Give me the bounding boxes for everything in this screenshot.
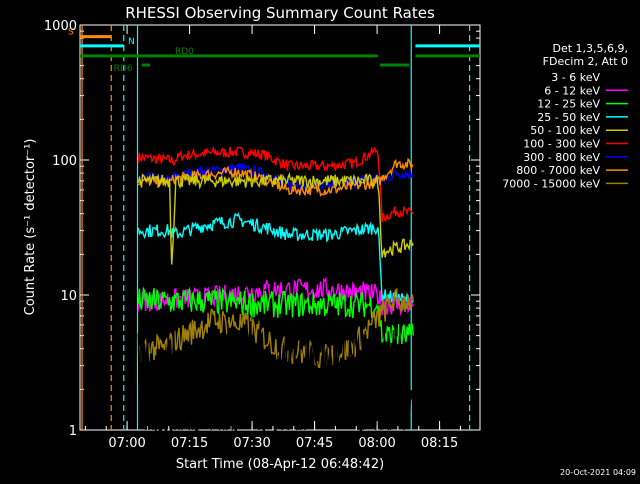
legend-label: 7000 - 15000 keV <box>502 177 600 190</box>
y-tick-label: 100 <box>52 154 77 169</box>
series-line <box>137 171 414 265</box>
legend-header: Det 1,3,5,6,9, <box>552 42 628 55</box>
series-line <box>137 145 414 223</box>
series-line <box>137 212 414 308</box>
y-tick-label: 1 <box>69 424 77 439</box>
series-line <box>137 286 414 349</box>
x-tick-label: 07:30 <box>233 436 270 451</box>
y-tick-label: 10 <box>60 289 77 304</box>
series-line <box>137 287 414 369</box>
x-tick-label: 08:15 <box>421 436 458 451</box>
status-label: RD6 <box>114 64 133 74</box>
x-tick-label: 07:15 <box>171 436 208 451</box>
x-tick-label: 08:00 <box>358 436 395 451</box>
legend-label: 25 - 50 keV <box>537 111 600 124</box>
x-axis-label: Start Time (08-Apr-12 06:48:42) <box>176 457 384 472</box>
status-label: RD0 <box>175 47 194 57</box>
plot-area: 1 10 100 1000 07:00 07:15 07:30 07:45 08:00 08:15… <box>44 19 481 451</box>
legend-label: 6 - 12 keV <box>544 84 600 97</box>
x-tick-label: 07:00 <box>108 436 145 451</box>
status-label: S <box>68 28 74 38</box>
legend-label: 12 - 25 keV <box>537 98 600 111</box>
legend-label: 800 - 7000 keV <box>516 164 600 177</box>
legend-label: 3 - 6 keV <box>551 71 600 84</box>
series-line <box>137 311 414 432</box>
status-label: N <box>128 37 135 47</box>
footer-timestamp: 20-Oct-2021 04:09 <box>560 468 636 477</box>
legend-label: 100 - 300 keV <box>523 138 600 151</box>
y-tick-label: 1000 <box>44 19 77 34</box>
chart-title: RHESSI Observing Summary Count Rates <box>125 4 435 22</box>
y-axis-label: Count Rate (s⁻¹ detector⁻¹) <box>23 139 38 316</box>
x-tick-label: 07:45 <box>296 436 333 451</box>
legend-label: 50 - 100 keV <box>530 124 600 137</box>
plot-frame <box>79 24 481 431</box>
legend-header: FDecim 2, Att 0 <box>543 55 628 68</box>
legend: Det 1,3,5,6,9,FDecim 2, Att 0 3 - 6 keV6 … <box>502 42 628 190</box>
legend-label: 300 - 800 keV <box>523 151 600 164</box>
